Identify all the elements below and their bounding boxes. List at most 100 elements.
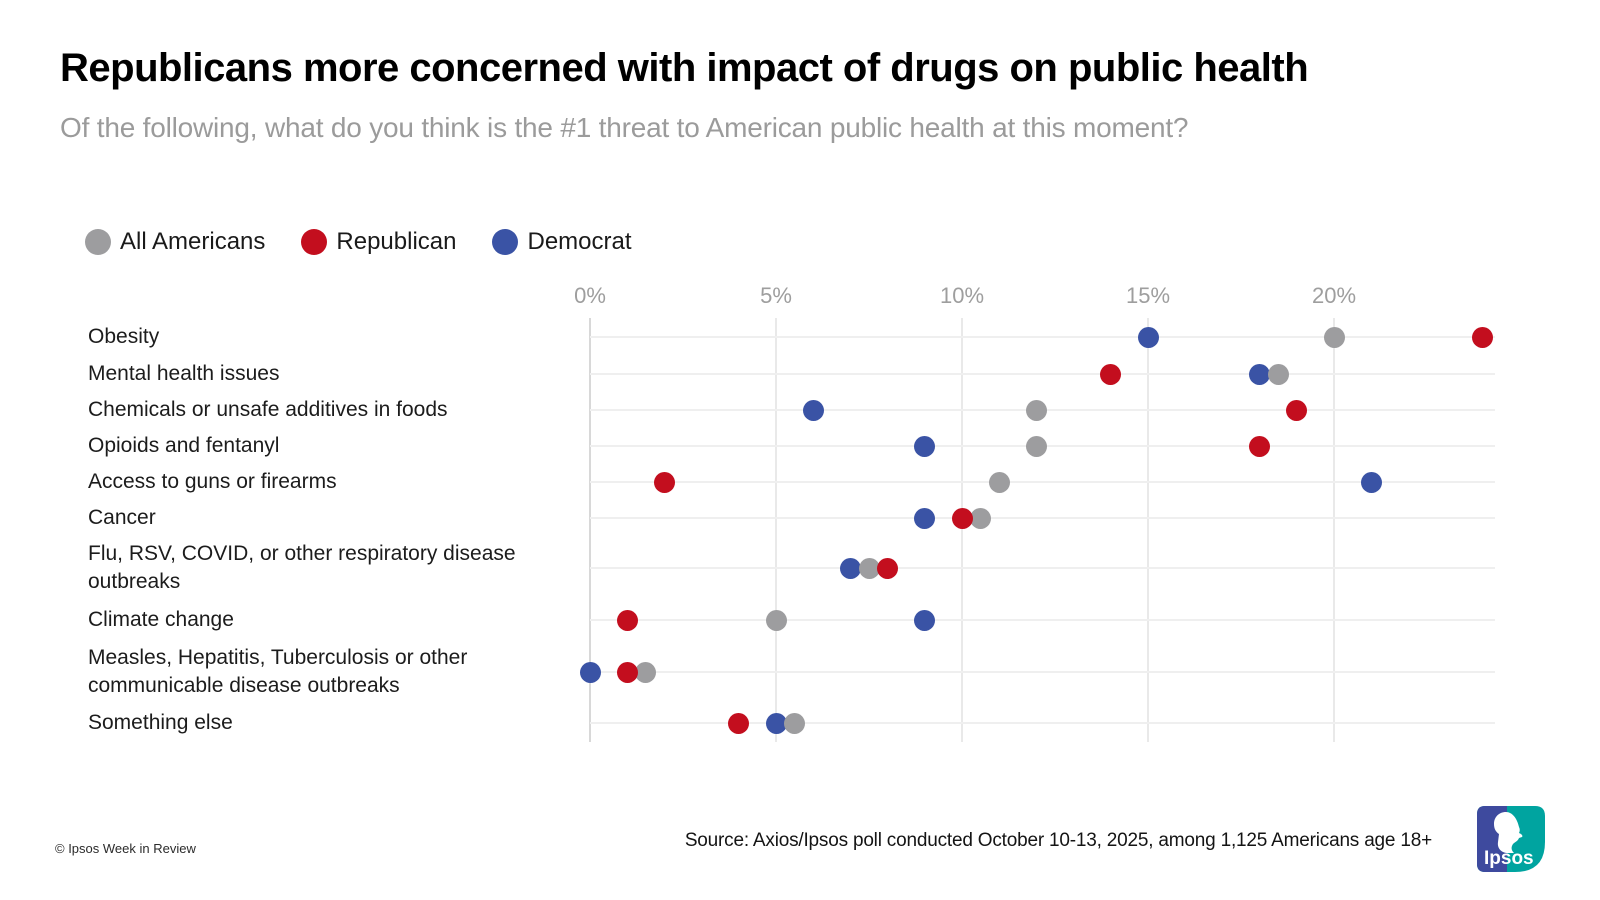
gridline [1333, 318, 1335, 742]
copyright-note: © Ipsos Week in Review [55, 841, 196, 856]
chart-row: Chemicals or unsafe additives in foods [88, 392, 1495, 428]
data-point-dot [1323, 326, 1345, 348]
chart-row: Obesity [88, 318, 1495, 356]
data-point-dot [579, 661, 601, 683]
data-point-dot [1249, 363, 1271, 385]
row-guide-line [590, 619, 1495, 621]
x-axis-tick-label: 5% [760, 283, 792, 308]
row-guide-line [590, 567, 1495, 569]
data-point-dot [1249, 435, 1271, 457]
row-guide-line [590, 373, 1495, 375]
chart-row: Opioids and fentanyl [88, 428, 1495, 464]
gridlines [589, 318, 1495, 742]
data-point-dot [1360, 471, 1382, 493]
data-point-dot [914, 507, 936, 529]
logo-wordmark: Ipsos [1484, 848, 1534, 869]
data-point-dot [1137, 326, 1159, 348]
data-point-dot [802, 399, 824, 421]
data-point-dot [1286, 399, 1308, 421]
data-point-dot [1100, 363, 1122, 385]
chart-row: Flu, RSV, COVID, or other respiratory di… [88, 536, 1495, 600]
legend-item: Democrat [492, 228, 632, 256]
legend-dot-icon [301, 229, 328, 255]
chart-row: Access to guns or firearms [88, 464, 1495, 500]
source-note: Source: Axios/Ipsos poll conducted Octob… [684, 830, 1432, 851]
legend-dot-icon [85, 229, 111, 255]
data-point-dot [765, 712, 787, 734]
axis-zero-line [589, 318, 591, 742]
row-strip [590, 356, 1495, 392]
chart-row: Measles, Hepatitis, Tuberculosis or othe… [88, 640, 1495, 704]
category-label: Mental health issues [88, 362, 280, 386]
gridline [1147, 318, 1149, 742]
legend-item: Republican [301, 228, 456, 256]
data-point-dot [914, 609, 936, 631]
category-label: Opioids and fentanyl [88, 434, 280, 458]
row-strip [590, 704, 1495, 742]
chart-row: Mental health issues [88, 356, 1495, 392]
category-label: Chemicals or unsafe additives in foods [88, 398, 448, 422]
face-silhouette-icon [1494, 812, 1523, 853]
category-label: Measles, Hepatitis, Tuberculosis or othe… [88, 646, 468, 697]
data-point-dot [951, 507, 973, 529]
data-point-dot [1267, 363, 1289, 385]
data-point-dot [616, 661, 638, 683]
data-point-dot [858, 557, 880, 579]
gridline [961, 318, 963, 742]
row-strip [590, 464, 1495, 500]
category-label: Something else [88, 711, 233, 735]
row-strip [590, 536, 1495, 600]
chart-title: Republicans more concerned with impact o… [60, 46, 1309, 90]
legend-item: All Americans [85, 228, 265, 256]
data-point-dot [914, 435, 936, 457]
legend-label: Democrat [527, 228, 632, 255]
category-label: Access to guns or firearms [88, 470, 337, 494]
category-label: Climate change [88, 608, 234, 632]
ipsos-logo: Ipsos [1477, 806, 1545, 872]
data-point-dot [653, 471, 675, 493]
chart-row: Something else [88, 704, 1495, 742]
data-point-dot [1472, 326, 1494, 348]
data-point-dot [635, 661, 657, 683]
data-point-dot [839, 557, 861, 579]
x-axis-tick-label: 0% [574, 283, 606, 308]
legend-dot-icon [492, 229, 519, 255]
legend-label: Republican [336, 228, 457, 255]
row-strip [590, 392, 1495, 428]
chart-row: Cancer [88, 500, 1495, 536]
category-label: Obesity [88, 325, 160, 349]
dot-plot-chart: 0% 5% 10% 15% 20% Obesity Mental health issue… [88, 283, 1495, 742]
x-axis-tick-label: 20% [1311, 283, 1357, 308]
row-strip [590, 428, 1495, 464]
row-guide-line [590, 481, 1495, 483]
category-label: Flu, RSV, COVID, or other respiratory di… [88, 542, 516, 593]
data-point-dot [970, 507, 992, 529]
data-point-dot [1025, 435, 1047, 457]
legend-label: All Americans [120, 228, 266, 255]
chart-subtitle: Of the following, what do you think is t… [60, 112, 1189, 143]
x-axis-labels: 0% 5% 10% 15% 20% [88, 283, 1495, 318]
data-point-dot [784, 712, 806, 734]
row-strip [590, 318, 1495, 356]
data-point-dot [988, 471, 1010, 493]
category-label: Cancer [88, 506, 156, 530]
legend: All Americans Republican Democrat [85, 228, 632, 256]
data-point-dot [765, 609, 787, 631]
row-strip [590, 600, 1495, 640]
x-axis-tick-label: 10% [939, 283, 985, 308]
plot-rows: Obesity Mental health issues Chemicals or … [88, 318, 1495, 742]
gridline [775, 318, 777, 742]
row-guide-line [590, 517, 1495, 519]
row-strip [590, 500, 1495, 536]
chart-row: Climate change [88, 600, 1495, 640]
data-point-dot [728, 712, 750, 734]
data-point-dot [1025, 399, 1047, 421]
row-strip [579, 640, 1495, 704]
row-guide-line [590, 722, 1495, 724]
data-point-dot [877, 557, 899, 579]
row-guide-line [590, 671, 1495, 673]
x-axis-tick-label: 15% [1125, 283, 1171, 308]
data-point-dot [616, 609, 638, 631]
row-guide-line [590, 336, 1495, 338]
